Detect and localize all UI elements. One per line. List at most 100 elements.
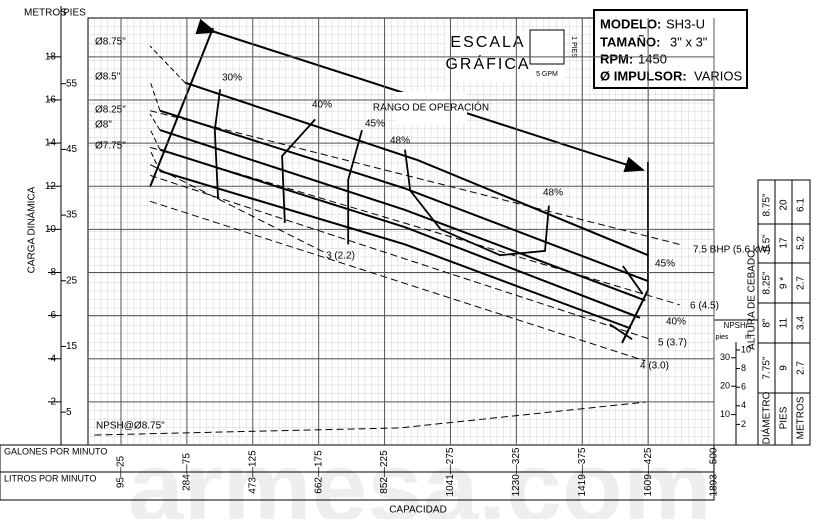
info-key: MODELO: (600, 16, 661, 31)
efficiency-label: 30% (222, 73, 242, 84)
scale-title: GRÁFICA (445, 54, 530, 73)
head-curve (159, 109, 649, 283)
y2-tick-label: 35 (66, 210, 78, 221)
legend-label: Ø8.5" (95, 72, 121, 83)
x-tick-label: 1609—425 (643, 447, 654, 496)
info-box (593, 9, 748, 89)
legend-label: Ø8.25" (95, 105, 126, 116)
watermark: armesa.com (128, 431, 712, 519)
npsh-label: NPSH@Ø8.75" (96, 421, 165, 432)
y2-tick-label: 25 (66, 275, 78, 286)
efficiency-label: 48% (543, 188, 563, 199)
npsh-curve (94, 401, 646, 436)
bhp-label: 4 (3.0) (640, 361, 669, 372)
priming-cell: 9 * (779, 277, 790, 289)
efficiency-label: 40% (312, 100, 332, 111)
legend-leader (149, 128, 161, 150)
npsh-title: NPSHr (724, 321, 749, 330)
bhp-line (149, 110, 680, 245)
priming-cell: 8.75" (762, 193, 773, 216)
efficiency-curve (281, 118, 316, 223)
priming-cell: 17 (779, 237, 790, 249)
efficiency-curve (213, 89, 221, 200)
priming-cell: 5.2 (796, 236, 807, 250)
npsh-ft-tick: 30 (720, 352, 730, 362)
info-value: SH3-U (666, 16, 705, 31)
x-tick-label: 1230—325 (511, 447, 522, 496)
priming-header: PIES (779, 406, 790, 429)
y2-unit: PIES (63, 8, 86, 19)
x-tick-label: 1041—275 (445, 447, 456, 496)
npsh-m-tick: 8 (741, 363, 746, 373)
x-tick-label: 95—25 (116, 455, 127, 488)
legend-leader (149, 113, 161, 131)
legend-label: Ø8.75" (95, 37, 126, 48)
bhp-label: 7.5 BHP (5.6 kW) (693, 245, 771, 256)
scale-title: ESCALA (450, 34, 525, 51)
priming-cell: 8" (762, 318, 773, 328)
scale-box (529, 29, 565, 65)
npsh-m-tick: 4 (741, 400, 746, 410)
y-label: CARGA DINÁMICA (25, 186, 38, 273)
priming-cell: 7.75" (762, 356, 773, 379)
y-unit: METROS (24, 8, 67, 19)
npsh-unit: m (745, 334, 751, 341)
legend-leader (149, 149, 161, 172)
head-curve (159, 148, 641, 319)
bhp-label: 6 (4.5) (690, 301, 719, 312)
priming-cell: 11 (779, 317, 790, 328)
priming-cell: 20 (779, 199, 790, 211)
x-row-1: GALONES POR MINUTO (4, 446, 107, 456)
x-row-2: LITROS POR MINUTO (4, 473, 96, 483)
efficiency-label: 45% (365, 119, 385, 130)
y2-tick-label: 15 (66, 341, 78, 352)
info-key: Ø IMPULSOR: (600, 68, 687, 83)
priming-cell: 3.4 (796, 316, 807, 330)
priming-cell: 6.1 (796, 198, 807, 212)
efficiency-label: 48% (390, 136, 410, 147)
info-value: 3" x 3" (670, 34, 708, 49)
bhp-line (149, 146, 680, 306)
y2-tick-label: 5 (66, 407, 72, 418)
priming-cell: 8.5" (762, 234, 773, 252)
efficiency-label: 45% (655, 259, 675, 270)
legend-leader (149, 80, 161, 111)
x-tick-label: 284—75 (182, 453, 193, 491)
npsh-unit: pies (716, 334, 729, 341)
info-value: VARIOS (694, 68, 742, 83)
legend-leader (149, 45, 186, 84)
info-key: TAMAÑO: (600, 34, 660, 49)
x-tick-label: 1419—375 (577, 447, 588, 496)
bhp-line (149, 200, 646, 362)
efficiency-curve (622, 265, 644, 295)
y2-tick-label: 45 (66, 144, 78, 155)
priming-title: ALTURA DE CEBADO (747, 250, 758, 350)
info-value: 1450 (638, 51, 667, 66)
priming-cell: 2.7 (796, 276, 807, 290)
legend-label: Ø7.75" (95, 141, 126, 152)
priming-header: DIÁMETRO (760, 391, 773, 444)
npsh-m-tick: 10 (741, 344, 751, 354)
bhp-label: 3 (2.2) (326, 251, 355, 262)
npsh-m-tick: 6 (741, 382, 746, 392)
scale-v: 1 PIES (570, 36, 577, 58)
priming-header: METROS (796, 396, 807, 439)
x-tick-label: 473—125 (247, 450, 258, 494)
x-tick-label: 662—175 (313, 450, 324, 494)
priming-cell: 2.7 (796, 361, 807, 375)
efficiency-curve (347, 129, 363, 245)
priming-cell: 9 (779, 365, 790, 371)
scale-h: 5 GPM (536, 71, 558, 78)
head-curve (184, 81, 649, 257)
y2-tick-label: 55 (66, 78, 78, 89)
head-curve (159, 170, 632, 330)
npsh-m-tick: 2 (741, 419, 746, 429)
priming-cell: 8.25" (762, 271, 773, 294)
info-key: RPM: (600, 51, 633, 66)
x-label: CAPACIDAD (389, 505, 447, 516)
x-tick-label: 1893—500 (709, 447, 720, 496)
bhp-label: 5 (3.7) (658, 338, 687, 349)
legend-label: Ø8" (95, 120, 112, 131)
x-tick-label: 852—225 (379, 450, 390, 494)
